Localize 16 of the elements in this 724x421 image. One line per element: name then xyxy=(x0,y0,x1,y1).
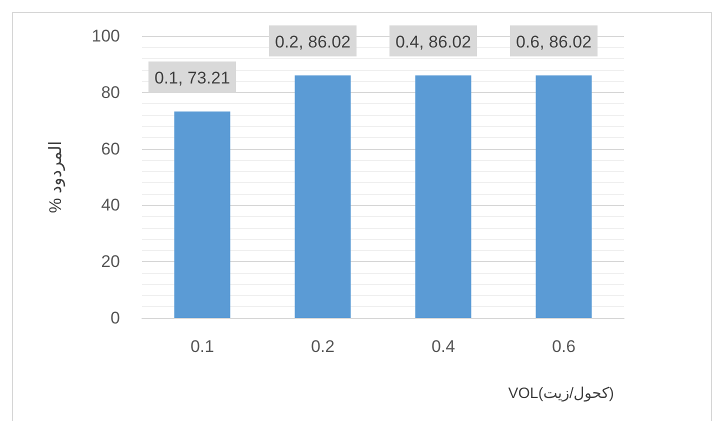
y-tick-label: 100 xyxy=(92,26,120,46)
data-label: 0.1, 73.21 xyxy=(154,68,230,88)
data-label: 0.6, 86.02 xyxy=(516,32,592,52)
y-tick-label: 20 xyxy=(101,252,120,272)
y-tick-label: 60 xyxy=(101,139,120,158)
x-axis-title: VOL(كحول/زيت) xyxy=(508,385,614,402)
data-label: 0.2, 86.02 xyxy=(274,32,351,52)
x-tick-label: 0.2 xyxy=(310,337,335,356)
y-tick-label: 0 xyxy=(110,308,120,328)
y-axis-title: % المردود xyxy=(46,140,66,214)
x-tick-label: 0.6 xyxy=(552,337,576,356)
data-label: 0.4, 86.02 xyxy=(395,32,472,52)
y-tick-label: 40 xyxy=(101,196,120,215)
y-tick-label: 80 xyxy=(101,82,120,102)
x-tick-label: 0.4 xyxy=(431,337,456,356)
x-tick-label: 0.1 xyxy=(190,337,214,356)
